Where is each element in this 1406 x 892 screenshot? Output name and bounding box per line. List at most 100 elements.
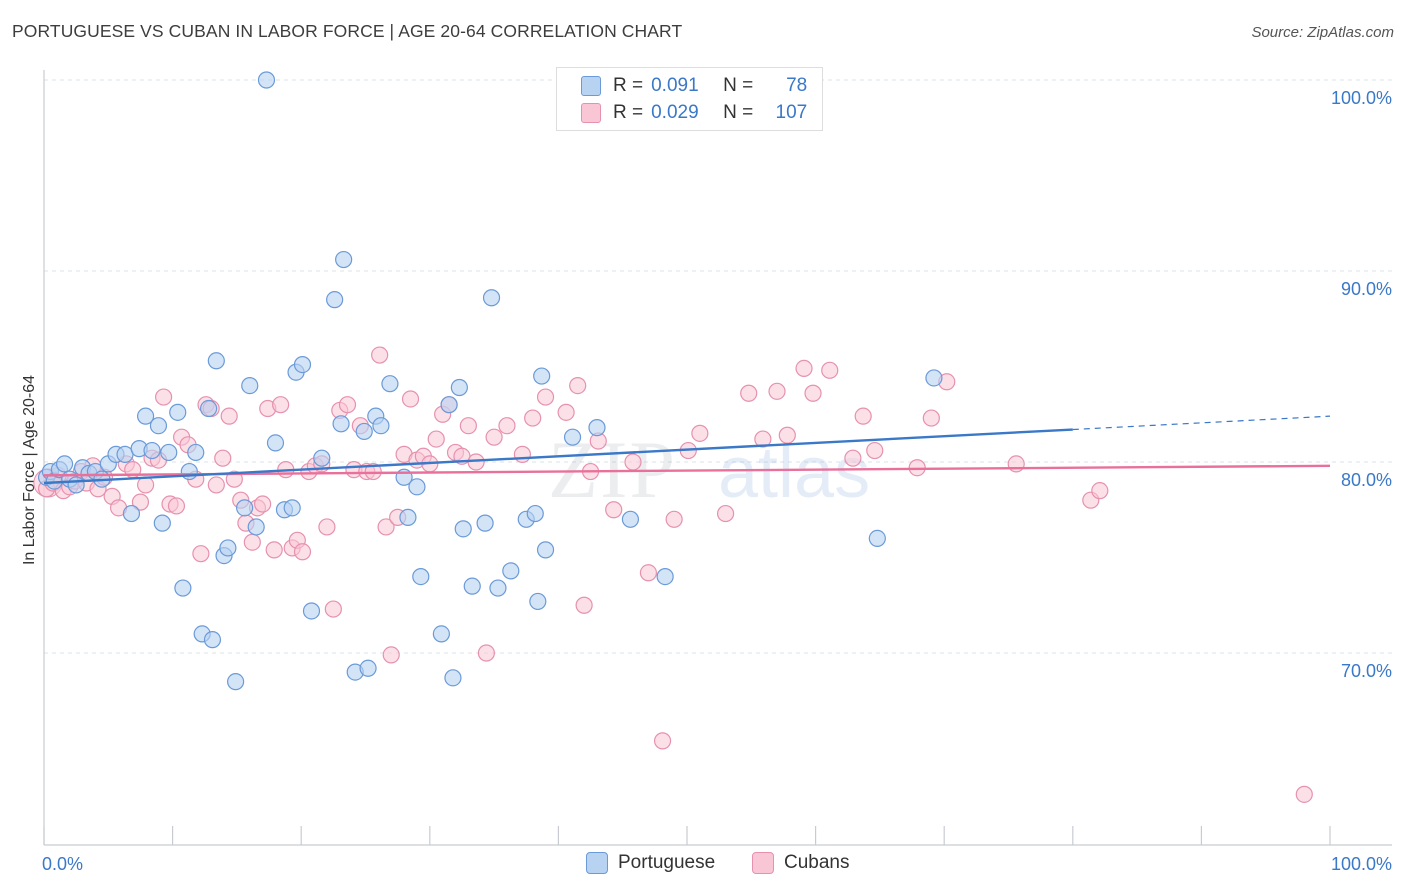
data-point-portuguese — [180, 462, 198, 481]
data-point-cubans — [1007, 455, 1025, 473]
cubans-points — [33, 346, 1313, 803]
series-legend: Portuguese Cubans — [0, 852, 1406, 878]
data-point-cubans — [524, 409, 542, 427]
data-point-portuguese — [408, 478, 426, 496]
data-point-cubans — [691, 424, 709, 442]
data-point-portuguese — [925, 369, 943, 387]
data-point-portuguese — [203, 631, 222, 649]
data-point-portuguese — [476, 514, 494, 532]
data-point-portuguese — [169, 403, 187, 421]
data-point-cubans — [740, 384, 758, 402]
legend-r-value: 0.029 — [651, 102, 699, 123]
trend-line-portuguese-extension — [1072, 415, 1331, 431]
data-point-portuguese — [153, 514, 171, 532]
data-point-portuguese — [283, 499, 301, 517]
data-point-cubans — [768, 382, 786, 400]
data-point-cubans — [254, 495, 272, 513]
data-point-cubans — [136, 476, 155, 494]
data-point-cubans — [485, 428, 503, 446]
legend-swatch-portuguese — [581, 76, 601, 96]
data-point-portuguese — [450, 378, 468, 397]
data-point-portuguese — [236, 499, 254, 517]
data-point-portuguese — [247, 518, 265, 536]
data-point-portuguese — [143, 441, 161, 460]
data-point-cubans — [167, 497, 186, 515]
data-point-portuguese — [122, 504, 141, 523]
legend-row-portuguese: R = 0.091 N = 78 — [581, 74, 807, 98]
data-point-portuguese — [381, 375, 399, 393]
data-point-cubans — [427, 430, 445, 448]
data-point-portuguese — [563, 428, 582, 446]
grid-lines — [44, 79, 1392, 654]
data-point-portuguese — [241, 377, 259, 395]
axes — [43, 70, 1392, 846]
legend-item-cubans[interactable]: Cubans — [752, 852, 850, 874]
data-point-cubans — [371, 346, 389, 364]
data-point-portuguese — [529, 592, 547, 611]
data-point-portuguese — [293, 355, 312, 374]
legend-r-label: R = — [613, 102, 644, 123]
trend-lines — [43, 415, 1331, 485]
data-point-portuguese — [502, 562, 520, 580]
data-point-cubans — [382, 646, 400, 664]
data-point-portuguese — [463, 577, 481, 595]
data-point-cubans — [324, 600, 342, 618]
data-point-portuguese — [621, 510, 640, 528]
data-point-portuguese — [326, 291, 344, 309]
data-point-portuguese — [444, 669, 462, 687]
legend-n-value: 107 — [775, 102, 808, 123]
data-point-portuguese — [207, 352, 225, 370]
legend-swatch-cubans — [581, 103, 601, 123]
trend-line-cubans — [43, 464, 1331, 477]
source-label: Source: ZipAtlas.com — [1251, 24, 1394, 41]
data-point-cubans — [575, 596, 593, 614]
legend-item-portuguese[interactable]: Portuguese — [586, 852, 715, 874]
data-point-portuguese — [432, 625, 450, 643]
data-point-cubans — [778, 426, 796, 444]
data-point-cubans — [716, 504, 735, 523]
data-point-cubans — [536, 388, 555, 406]
data-point-cubans — [498, 417, 516, 435]
data-point-portuguese — [55, 455, 74, 473]
data-point-cubans — [844, 449, 862, 467]
data-point-portuguese — [200, 399, 218, 418]
data-point-portuguese — [149, 417, 168, 435]
data-point-portuguese — [868, 529, 886, 548]
data-point-cubans — [624, 453, 642, 471]
data-point-cubans — [1295, 785, 1313, 803]
data-point-portuguese — [399, 508, 417, 526]
data-point-cubans — [1091, 482, 1109, 500]
data-point-cubans — [754, 430, 772, 448]
y-tick-label: 80.0% — [1341, 470, 1392, 490]
data-point-portuguese — [332, 415, 350, 433]
watermark: ZIP atlas — [548, 424, 870, 515]
data-point-cubans — [338, 396, 357, 414]
legend-r-label: R = — [613, 75, 644, 96]
data-point-portuguese — [266, 434, 285, 452]
legend-label-portuguese: Portuguese — [618, 852, 716, 873]
data-point-portuguese — [526, 504, 544, 523]
data-point-cubans — [653, 732, 672, 750]
data-point-cubans — [569, 377, 587, 395]
data-point-portuguese — [536, 541, 555, 559]
data-point-portuguese — [412, 567, 430, 586]
data-point-cubans — [207, 476, 225, 494]
data-point-cubans — [605, 501, 623, 519]
data-point-cubans — [225, 470, 243, 488]
data-point-cubans — [557, 403, 575, 421]
data-point-cubans — [639, 564, 658, 582]
data-point-portuguese — [174, 579, 192, 597]
data-point-cubans — [854, 407, 872, 425]
data-point-cubans — [795, 359, 813, 378]
data-point-portuguese — [227, 673, 245, 691]
trend-line-portuguese — [43, 428, 1073, 485]
data-point-portuguese — [355, 422, 373, 441]
data-point-cubans — [364, 462, 382, 481]
legend-n-value: 78 — [786, 75, 808, 96]
data-point-cubans — [265, 541, 283, 559]
data-point-cubans — [377, 518, 395, 536]
data-point-cubans — [220, 407, 238, 425]
tick-labels: 70.0% 80.0% 90.0% 100.0% 0.0% 100.0% — [42, 88, 1392, 874]
legend-label-cubans: Cubans — [784, 852, 850, 873]
